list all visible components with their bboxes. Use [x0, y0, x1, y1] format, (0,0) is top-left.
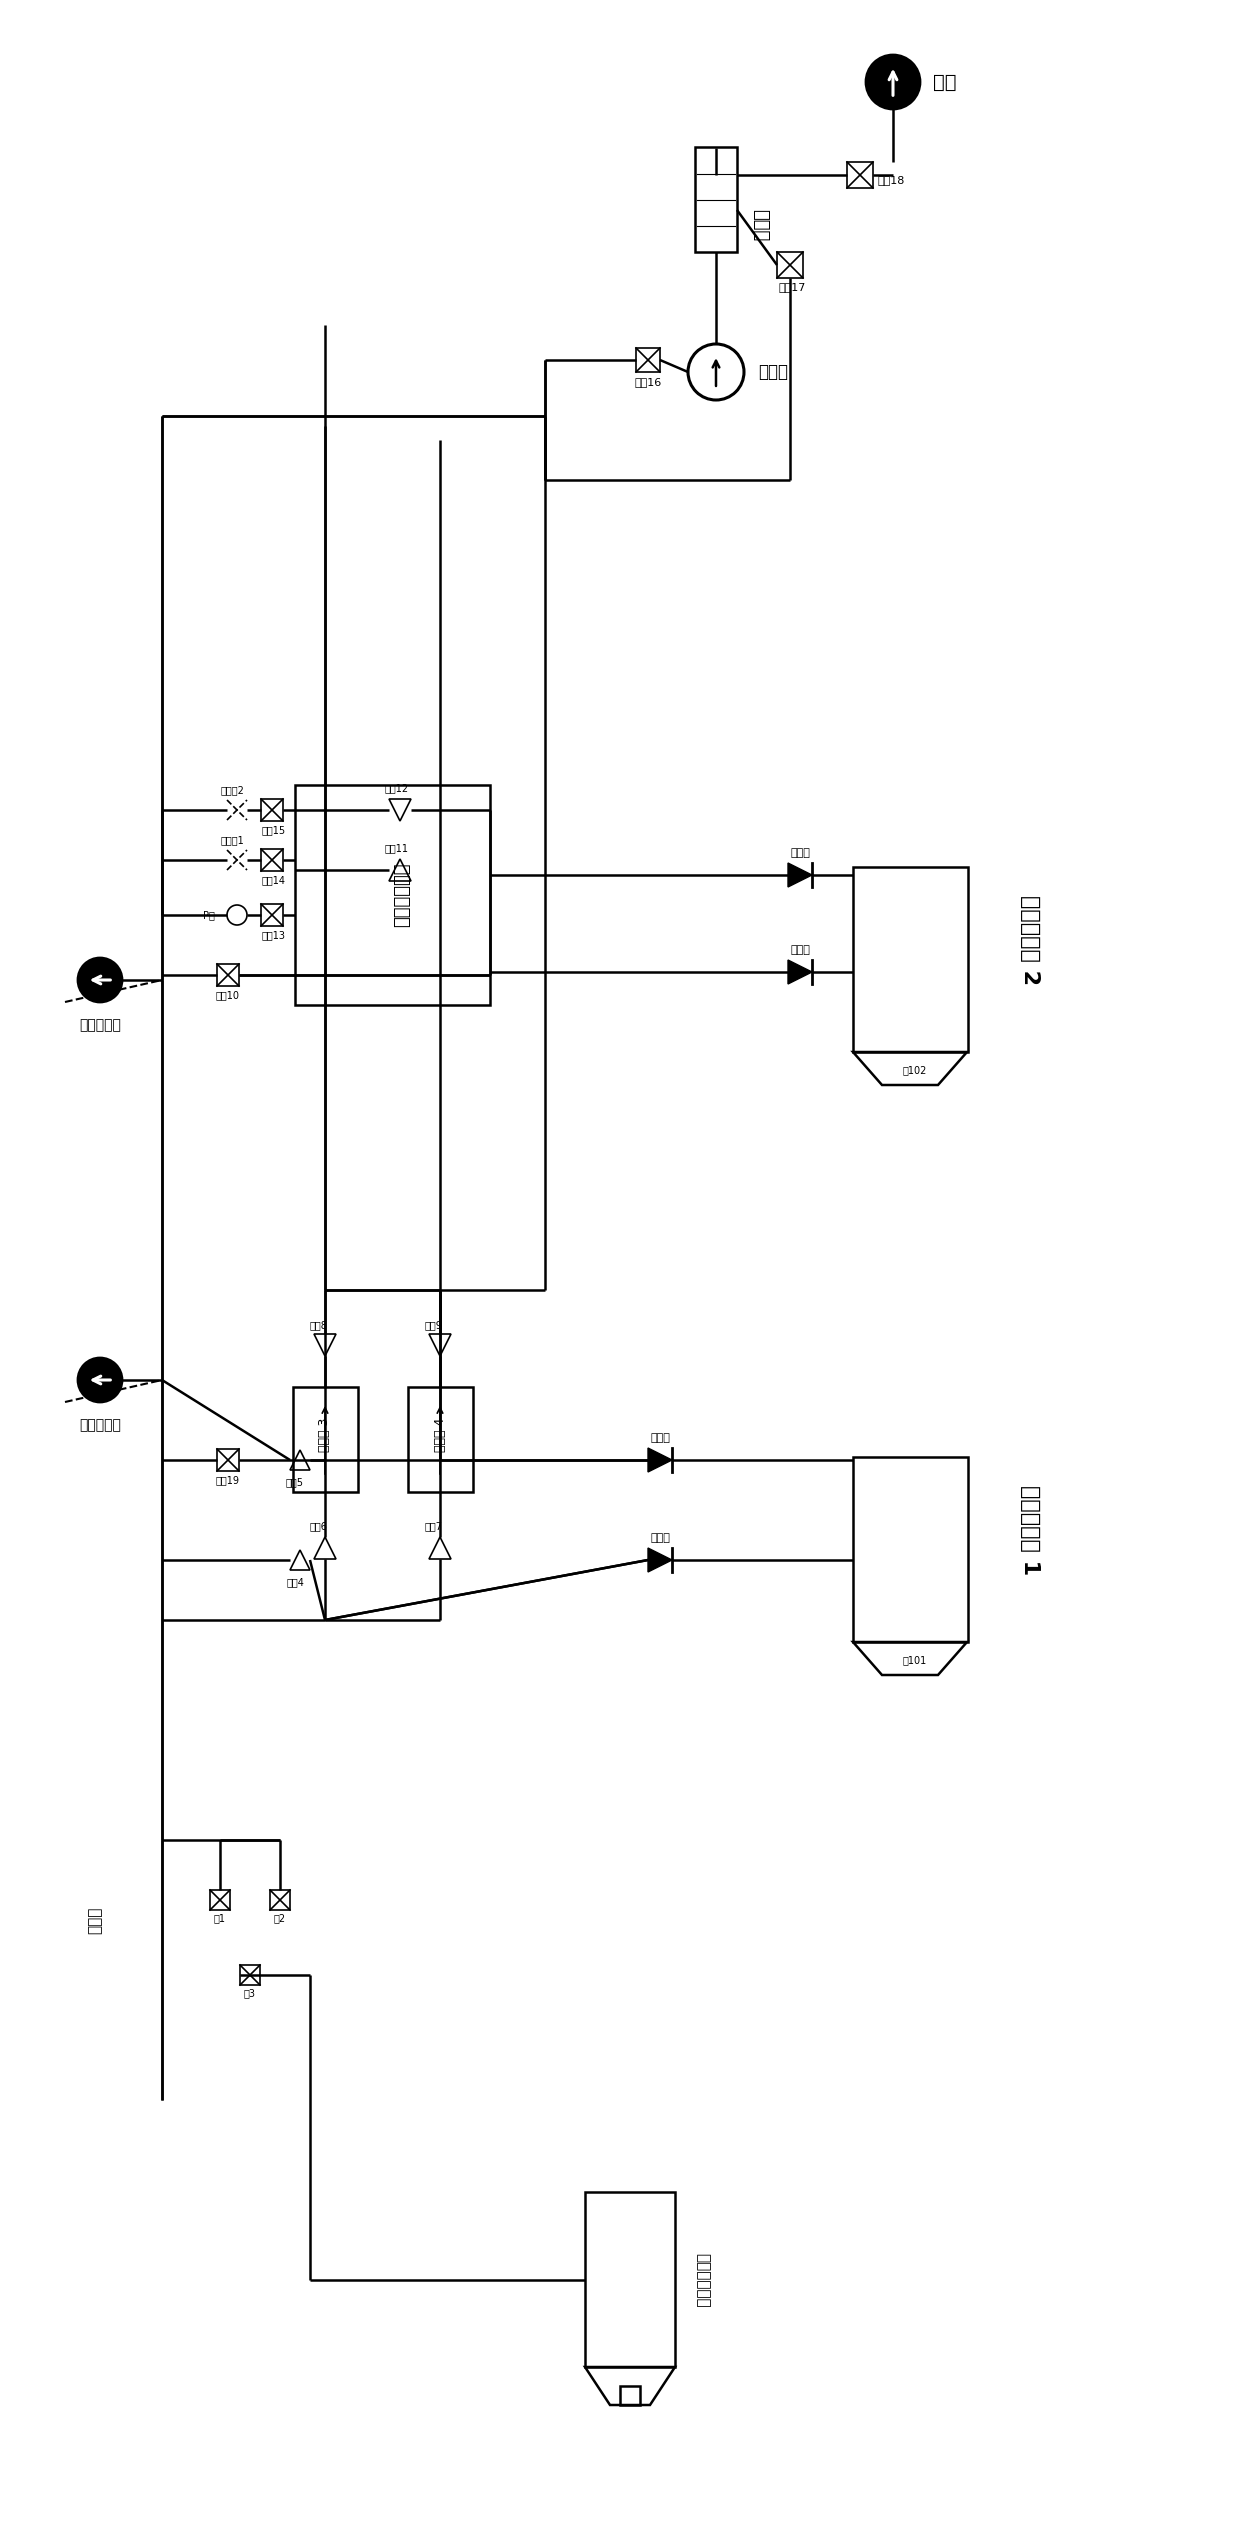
Text: 过滤器 3: 过滤器 3	[319, 1417, 331, 1453]
Bar	[295, 786, 490, 1005]
Circle shape	[78, 959, 122, 1002]
Text: 阀门4: 阀门4	[286, 1577, 304, 1587]
Bar	[270, 1890, 290, 1911]
Bar	[853, 868, 968, 1053]
Bar	[241, 1964, 260, 1984]
Text: 阀门17: 阀门17	[779, 282, 806, 293]
Text: 气体分配面板: 气体分配面板	[393, 862, 410, 926]
Bar	[260, 850, 283, 870]
Text: 阀3: 阀3	[244, 1987, 255, 1997]
Text: 阀1: 阀1	[215, 1913, 226, 1923]
Bar	[636, 349, 660, 371]
Text: 待处理鈢瓶: 待处理鈢瓶	[79, 1417, 122, 1432]
Bar	[585, 2193, 675, 2366]
Text: 阀门6: 阀门6	[310, 1521, 327, 1531]
Bar	[217, 964, 239, 987]
Text: 排放: 排放	[932, 71, 956, 92]
Bar	[293, 1386, 358, 1491]
Text: 阀门8: 阀门8	[310, 1320, 327, 1331]
Text: 阀门16: 阀门16	[635, 377, 662, 387]
Text: 阀门15: 阀门15	[262, 824, 286, 834]
Text: 阀门11: 阀门11	[384, 842, 409, 852]
Bar	[260, 799, 283, 822]
Text: 真空泵: 真空泵	[758, 364, 787, 382]
Text: 瓶101: 瓶101	[903, 1656, 928, 1664]
Polygon shape	[649, 1448, 672, 1473]
Circle shape	[866, 56, 920, 109]
Bar	[847, 163, 873, 188]
Bar	[853, 1458, 968, 1641]
Bar	[408, 1386, 472, 1491]
Circle shape	[78, 1358, 122, 1402]
Text: 待处理鈢瓶 1: 待处理鈢瓶 1	[1021, 1486, 1040, 1575]
Text: 进出阀: 进出阀	[790, 847, 810, 857]
Text: 进出阀: 进出阀	[790, 944, 810, 954]
Text: 过滤器 4: 过滤器 4	[434, 1417, 446, 1453]
Text: 阀门19: 阀门19	[216, 1476, 241, 1486]
Text: 瓶102: 瓶102	[903, 1066, 928, 1076]
Text: 待处理鈢瓶 2: 待处理鈢瓶 2	[1021, 895, 1040, 985]
Text: 阀2: 阀2	[274, 1913, 286, 1923]
Polygon shape	[787, 959, 812, 985]
Bar	[260, 903, 283, 926]
Bar	[694, 148, 737, 252]
Text: 阀门13: 阀门13	[262, 931, 286, 939]
Bar	[620, 2386, 640, 2404]
Text: 待处理鈢瓶: 待处理鈢瓶	[79, 1018, 122, 1033]
Text: 阀门14: 阀门14	[262, 875, 286, 885]
Text: 进出阀: 进出阀	[650, 1534, 670, 1544]
Text: 吸附柱: 吸附柱	[751, 209, 769, 242]
Text: 阀门5: 阀门5	[286, 1478, 304, 1488]
Text: 调压阀: 调压阀	[88, 1905, 103, 1933]
Bar	[217, 1450, 239, 1470]
Text: 阀门18: 阀门18	[878, 176, 905, 186]
Bar	[210, 1890, 229, 1911]
Text: 阀门10: 阀门10	[216, 990, 241, 1000]
Polygon shape	[787, 862, 812, 888]
Text: 阀门12: 阀门12	[384, 784, 409, 794]
Bar	[777, 252, 804, 277]
Text: P表: P表	[203, 911, 215, 921]
Text: 高纯氮气鈢瓶: 高纯氮气鈢瓶	[694, 2251, 711, 2307]
Text: 减压阀1: 减压阀1	[221, 834, 244, 845]
Text: 减压阀2: 减压阀2	[219, 786, 244, 794]
Text: 进出阀: 进出阀	[650, 1432, 670, 1442]
Text: 阀门9: 阀门9	[425, 1320, 443, 1331]
Text: 阀门7: 阀门7	[425, 1521, 443, 1531]
Polygon shape	[649, 1547, 672, 1572]
